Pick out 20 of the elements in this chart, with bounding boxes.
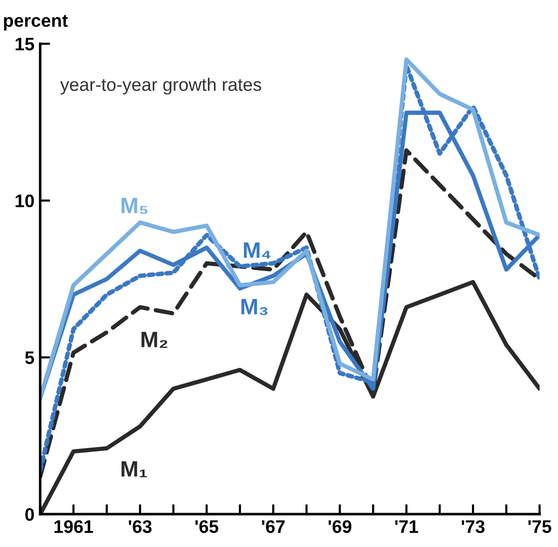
- x-tick-label: '67: [262, 520, 285, 533]
- x-tick-label: '69: [328, 520, 352, 533]
- series-label: M₄: [244, 242, 270, 258]
- y-tick-label: 0: [25, 508, 34, 521]
- y-tick-label: 10: [16, 194, 34, 208]
- x-tick-label: 1961: [54, 520, 94, 533]
- y-tick-label: 5: [25, 351, 34, 364]
- series-label: M₃: [241, 298, 268, 316]
- x-tick-label: '75: [528, 520, 552, 533]
- x-tick-label: '65: [195, 520, 218, 533]
- x-tick-label: '63: [128, 520, 152, 534]
- y-tick-label: 15: [16, 38, 34, 50]
- x-tick-label: '71: [395, 520, 418, 533]
- series-label: M₁: [122, 461, 148, 478]
- line-series: [40, 57, 540, 400]
- x-tick-label: '73: [462, 520, 485, 534]
- series-label: M₂: [142, 332, 168, 348]
- annotation: year-to-year growth rates: [60, 78, 262, 95]
- series-label: M₅: [122, 198, 148, 214]
- y-axis-title: percent: [4, 14, 68, 31]
